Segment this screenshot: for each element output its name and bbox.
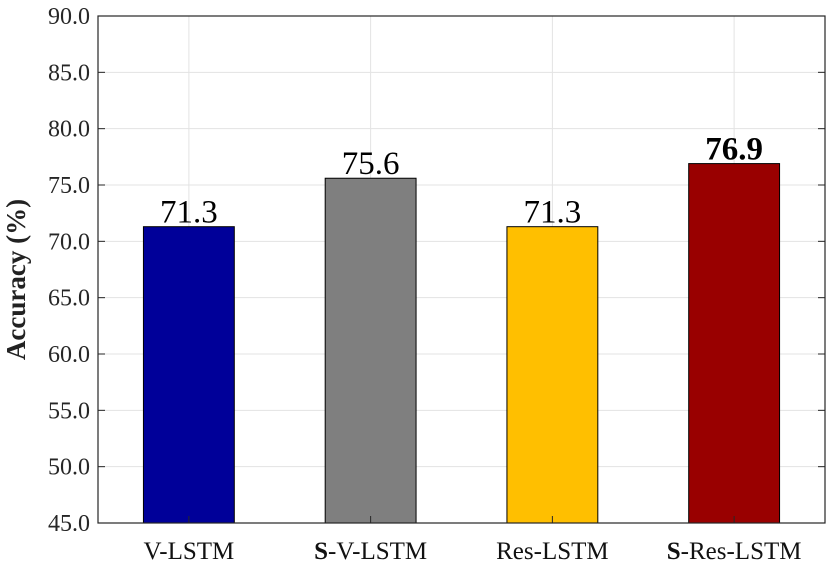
bar-res-lstm [506, 226, 599, 524]
y-axis-ticks: 45.0 50.0 55.0 60.0 65.0 70.0 75.0 80.0 85.0 90.0 [48, 4, 825, 537]
y-axis-label: Accuracy (%) [1, 199, 31, 360]
y-tick-label: 75.0 [48, 173, 90, 199]
x-tick-label: Res-LSTM [496, 538, 609, 565]
y-tick-label: 85.0 [48, 60, 90, 86]
x-tick-label-prefix: S [314, 538, 328, 565]
data-label: 71.3 [160, 195, 218, 231]
y-tick-label: 90.0 [48, 4, 90, 30]
y-tick-label: 65.0 [48, 286, 90, 312]
bar-s-res-lstm [688, 163, 781, 524]
x-tick-label: V-LSTM [143, 538, 234, 565]
y-tick-label: 60.0 [48, 342, 90, 368]
x-tick-label-prefix: S [667, 538, 681, 565]
bars [142, 163, 781, 524]
data-labels: 71.3 75.6 71.3 76.9 [160, 132, 763, 231]
x-tick-label-text: -Res-LSTM [681, 538, 802, 565]
y-tick-label: 70.0 [48, 229, 90, 255]
data-label: 76.9 [705, 132, 763, 168]
x-tick-label: S-V-LSTM [314, 538, 427, 565]
data-label: 71.3 [524, 195, 582, 231]
x-axis-labels: V-LSTM S-V-LSTM Res-LSTM S-Res-LSTM [143, 516, 801, 565]
plot-frame [97, 15, 826, 524]
y-tick-label: 80.0 [48, 117, 90, 143]
bar-v-lstm [142, 226, 235, 524]
y-tick-label: 45.0 [48, 511, 90, 537]
data-label: 75.6 [342, 146, 400, 182]
x-tick-label-text: V-LSTM [143, 538, 234, 565]
x-tick-label-text: Res-LSTM [496, 538, 609, 565]
y-tick-label: 55.0 [48, 398, 90, 424]
y-tick-label: 50.0 [48, 455, 90, 481]
x-tick-label-text: -V-LSTM [328, 538, 427, 565]
bar-s-v-lstm [324, 177, 417, 524]
x-tick-label: S-Res-LSTM [667, 538, 802, 565]
